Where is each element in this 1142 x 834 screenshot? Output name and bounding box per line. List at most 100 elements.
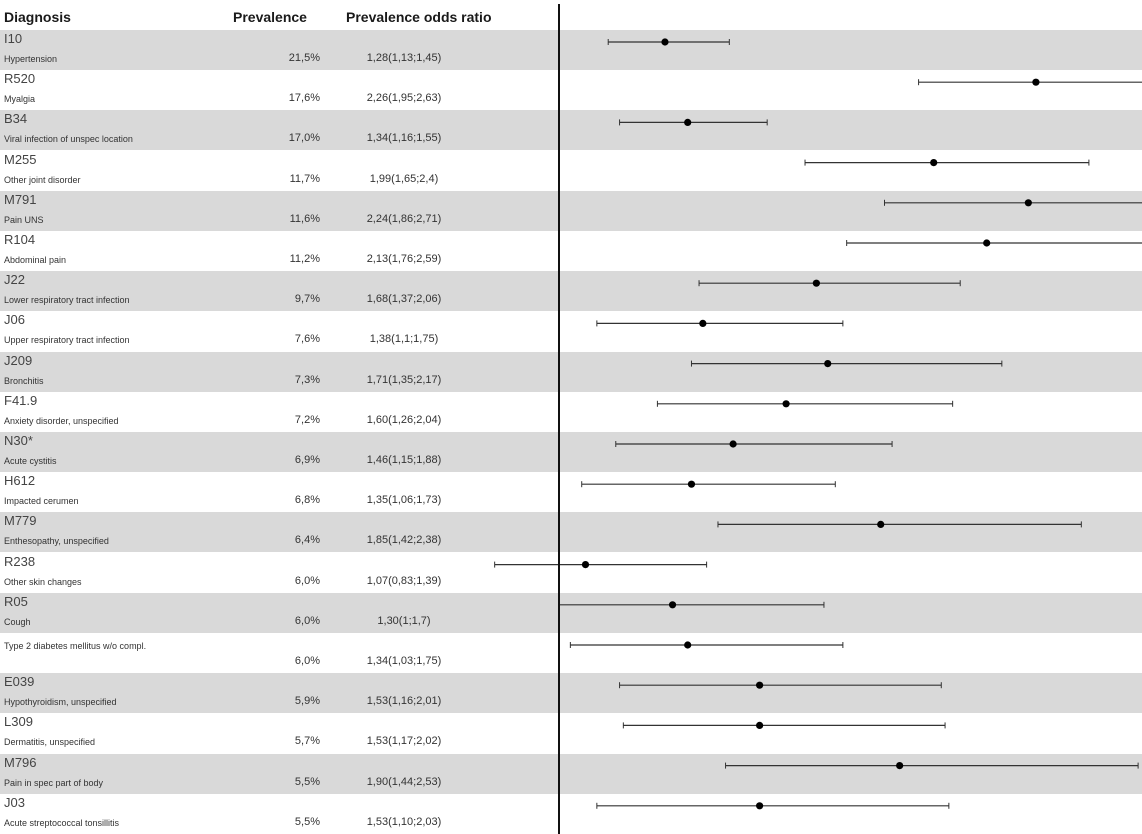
- diagnosis-code: I10: [4, 31, 23, 46]
- diagnosis-code: B34: [4, 111, 28, 127]
- diagnosis-label: Other skin changes: [4, 576, 82, 587]
- diagnosis-label: Acute cystitis: [4, 456, 57, 466]
- prevalence-value: 6,4%: [294, 534, 320, 547]
- estimate-point: [877, 520, 885, 529]
- diagnosis-code: J03: [4, 794, 25, 810]
- estimate-point: [756, 681, 764, 689]
- table-row: E039 Hypothyroidism, unspecified 5,9% 1,53(…: [0, 673, 1142, 714]
- diagnosis-label: Acute streptococcal tonsillitis: [4, 817, 120, 828]
- estimate-point: [930, 159, 938, 167]
- odds-ratio-value: 1,99(1,65;2,4): [369, 172, 439, 185]
- table-row: R520 Myalgia 17,6% 2,26(1,95;2,63): [0, 70, 1142, 110]
- diagnosis-label: Dermatitis, unspecified: [4, 737, 96, 748]
- diagnosis-label: Type 2 diabetes mellitus w/o compl.: [4, 641, 147, 651]
- diagnosis-code: J06: [4, 312, 25, 328]
- prevalence-value: 9,7%: [294, 293, 320, 306]
- table-row: J209 Bronchitis 7,3% 1,71(1,35;2,17): [0, 351, 1142, 392]
- diagnosis-label: Upper respiratory tract infection: [4, 335, 130, 346]
- diagnosis-label: Viral infection of unspec location: [4, 134, 133, 145]
- diagnosis-code: H612: [4, 473, 36, 489]
- estimate-point: [581, 561, 590, 569]
- estimate-point: [756, 802, 764, 810]
- prevalence-value: 7,6%: [294, 333, 320, 346]
- diagnosis-label: Cough: [4, 616, 31, 627]
- diagnosis-code: R104: [4, 232, 36, 247]
- diagnosis-code: L309: [4, 714, 33, 730]
- table-row: H612 Impacted cerumen 6,8% 1,35(1,06;1,73): [0, 472, 1142, 512]
- table-row: B34 Viral infection of unspec location 17,…: [0, 110, 1142, 151]
- prevalence-value: 11,2%: [289, 253, 320, 265]
- odds-ratio-value: 1,38(1,1;1,75): [369, 333, 439, 346]
- diagnosis-label: Impacted cerumen: [4, 496, 79, 507]
- estimate-point: [824, 360, 832, 368]
- table-row: R05 Cough 6,0% 1,30(1;1,7): [0, 592, 1142, 633]
- odds-ratio-value: 1,07(0,83;1,39): [366, 574, 442, 587]
- estimate-point: [661, 38, 669, 46]
- estimate-point: [812, 279, 820, 287]
- diagnosis-label: Hypothyroidism, unspecified: [4, 697, 117, 708]
- diagnosis-label: Abdominal pain: [4, 255, 67, 265]
- prevalence-value: 11,7%: [289, 172, 320, 185]
- prevalence-value: 21,5%: [288, 52, 320, 64]
- estimate-point: [729, 440, 737, 448]
- prevalence-value: 17,0%: [288, 132, 320, 145]
- table-row: Type 2 diabetes mellitus w/o compl. 6,0% 1…: [0, 633, 1142, 673]
- prevalence-value: 6,0%: [294, 655, 320, 667]
- odds-ratio-value: 1,35(1,06;1,73): [366, 494, 442, 507]
- estimate-point: [1024, 199, 1032, 207]
- table-row: N30* Acute cystitis 6,9% 1,46(1,15;1,88): [0, 432, 1142, 472]
- prevalence-value: 17,6%: [288, 92, 320, 105]
- table-row: M796 Pain in spec part of body 5,5% 1,90(1,…: [0, 753, 1142, 794]
- diagnosis-label: Myalgia: [4, 94, 36, 105]
- table-row: M255 Other joint disorder 11,7% 1,99(1,65;2…: [0, 151, 1142, 191]
- odds-ratio-value: 1,46(1,15;1,88): [366, 454, 442, 466]
- diagnosis-code: M255: [4, 151, 37, 167]
- odds-ratio-value: 1,34(1,16;1,55): [366, 132, 442, 145]
- diagnosis-code: N30*: [4, 433, 33, 448]
- diagnosis-code: R238: [4, 553, 36, 569]
- estimate-point: [983, 239, 991, 247]
- estimate-point: [782, 400, 790, 408]
- odds-ratio-value: 1,60(1,26;2,04): [366, 413, 442, 426]
- diagnosis-label: Enthesopathy, unspecified: [4, 536, 109, 547]
- prevalence-value: 5,5%: [294, 815, 320, 828]
- odds-ratio-value: 1,85(1,42;2,38): [366, 534, 442, 547]
- odds-ratio-value: 1,90(1,44;2,53): [366, 775, 442, 788]
- table-row: M791 Pain UNS 11,6% 2,24(1,86;2,71): [0, 190, 1142, 231]
- table-row: R238 Other skin changes 6,0% 1,07(0,83;1,39…: [0, 553, 1142, 593]
- prevalence-value: 5,9%: [294, 695, 320, 708]
- table-row: J22 Lower respiratory tract infection 9,7%…: [0, 271, 1142, 312]
- header-diagnosis: Diagnosis: [4, 9, 71, 25]
- odds-ratio-value: 1,53(1,17;2,02): [366, 735, 442, 748]
- estimate-point: [1032, 78, 1040, 86]
- prevalence-value: 7,3%: [294, 373, 320, 386]
- estimate-point: [756, 721, 764, 730]
- header-prevalence-odds-ratio: Prevalence odds ratio: [346, 9, 492, 25]
- diagnosis-label: Hypertension: [4, 54, 58, 64]
- estimate-point: [684, 118, 692, 126]
- diagnosis-code: E039: [4, 674, 35, 690]
- diagnosis-code: J209: [4, 352, 33, 368]
- odds-ratio-value: 1,68(1,37;2,06): [366, 293, 442, 306]
- diagnosis-label: Pain UNS: [4, 214, 44, 225]
- diagnosis-label: Lower respiratory tract infection: [4, 295, 130, 306]
- diagnosis-code: F41.9: [4, 392, 38, 408]
- prevalence-value: 6,9%: [294, 454, 320, 466]
- diagnosis-code: M779: [4, 513, 37, 529]
- diagnosis-label: Other joint disorder: [4, 174, 81, 185]
- diagnosis-code: M796: [4, 754, 37, 770]
- diagnosis-label: Anxiety disorder, unspecified: [4, 415, 119, 426]
- prevalence-value: 6,0%: [294, 574, 320, 587]
- prevalence-value: 11,6%: [289, 212, 320, 225]
- diagnosis-code: M791: [4, 191, 37, 207]
- diagnosis-label: Bronchitis: [4, 375, 44, 386]
- odds-ratio-value: 1,53(1,16;2,01): [366, 695, 442, 708]
- odds-ratio-value: 2,26(1,95;2,63): [366, 92, 442, 105]
- estimate-point: [699, 319, 707, 327]
- table-row: M779 Enthesopathy, unspecified 6,4% 1,85(1,…: [0, 512, 1142, 553]
- prevalence-value: 5,7%: [294, 735, 320, 748]
- estimate-point: [684, 641, 692, 649]
- odds-ratio-value: 1,30(1;1,7): [377, 614, 431, 627]
- table-row: J06 Upper respiratory tract infection 7,6%…: [0, 311, 1142, 351]
